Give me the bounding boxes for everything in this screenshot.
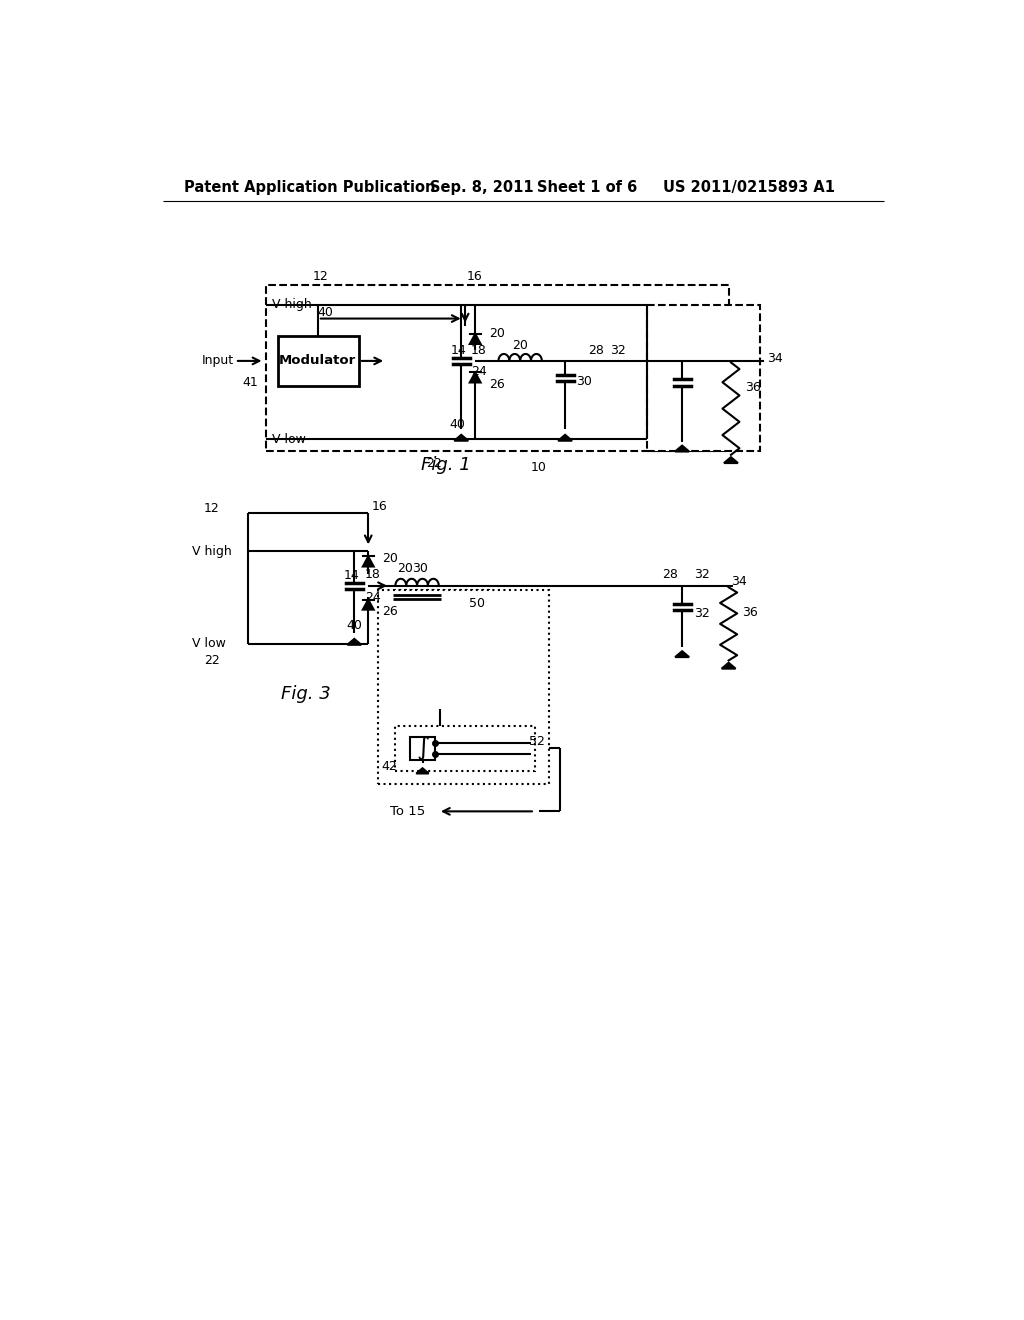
Text: 28: 28 <box>588 343 604 356</box>
Text: 40: 40 <box>450 417 465 430</box>
Text: 20: 20 <box>512 339 528 352</box>
Bar <box>410 737 435 760</box>
Polygon shape <box>675 651 689 657</box>
Text: $\int$: $\int$ <box>416 734 429 762</box>
Text: 20: 20 <box>489 327 505 341</box>
Polygon shape <box>417 768 429 774</box>
Text: 24: 24 <box>471 366 487 379</box>
Text: To 15: To 15 <box>389 805 425 818</box>
Polygon shape <box>347 639 361 644</box>
Bar <box>378 590 549 784</box>
Text: 20: 20 <box>382 552 398 565</box>
Text: 22: 22 <box>426 457 442 470</box>
Text: 32: 32 <box>693 569 710 582</box>
Polygon shape <box>722 663 735 669</box>
Polygon shape <box>724 457 738 463</box>
Polygon shape <box>362 599 374 610</box>
Polygon shape <box>470 334 480 345</box>
Bar <box>278 337 359 385</box>
Text: 52: 52 <box>528 735 545 748</box>
Text: 32: 32 <box>610 343 626 356</box>
Bar <box>266 285 729 451</box>
Polygon shape <box>558 434 572 441</box>
Bar <box>429 616 436 659</box>
Text: V low: V low <box>272 433 306 446</box>
Text: 16: 16 <box>467 269 482 282</box>
Polygon shape <box>455 434 468 441</box>
Text: V high: V high <box>193 545 232 557</box>
Text: 41: 41 <box>243 376 258 389</box>
Bar <box>394 726 535 771</box>
Text: 18: 18 <box>471 343 487 356</box>
Text: 14: 14 <box>343 569 359 582</box>
Text: 26: 26 <box>489 378 505 391</box>
Text: Modulator: Modulator <box>280 354 356 367</box>
Text: 50: 50 <box>469 597 485 610</box>
Text: Patent Application Publication: Patent Application Publication <box>183 180 435 195</box>
Text: 30: 30 <box>413 562 428 576</box>
Text: V low: V low <box>193 638 226 649</box>
Text: 18: 18 <box>365 568 381 581</box>
Text: 42: 42 <box>381 760 397 774</box>
Bar <box>406 616 423 659</box>
Polygon shape <box>362 557 374 566</box>
Text: Sheet 1 of 6: Sheet 1 of 6 <box>538 180 638 195</box>
Text: Input: Input <box>202 354 233 367</box>
Text: 10: 10 <box>530 462 547 474</box>
Text: 20: 20 <box>397 562 413 576</box>
Text: 40: 40 <box>346 619 362 632</box>
Text: 24: 24 <box>365 591 381 603</box>
Text: Sep. 8, 2011: Sep. 8, 2011 <box>430 180 534 195</box>
Text: Fig. 3: Fig. 3 <box>282 685 331 702</box>
Text: 14: 14 <box>451 343 466 356</box>
Text: 12: 12 <box>312 269 329 282</box>
Text: 36: 36 <box>744 381 761 395</box>
Text: V high: V high <box>272 298 312 312</box>
Text: US 2011/0215893 A1: US 2011/0215893 A1 <box>663 180 835 195</box>
Bar <box>647 305 760 451</box>
Text: 30: 30 <box>575 375 592 388</box>
Polygon shape <box>675 446 689 451</box>
Polygon shape <box>470 372 480 383</box>
Text: 28: 28 <box>663 569 679 582</box>
Text: 36: 36 <box>742 606 759 619</box>
Text: 32: 32 <box>693 607 710 620</box>
Text: 40: 40 <box>317 306 334 319</box>
Text: 12: 12 <box>204 502 220 515</box>
Bar <box>391 590 489 709</box>
Text: 22: 22 <box>204 653 220 667</box>
Text: 26: 26 <box>382 605 398 618</box>
Text: Fig. 1: Fig. 1 <box>421 455 471 474</box>
Text: 16: 16 <box>372 500 388 513</box>
Text: 34: 34 <box>767 352 783 366</box>
Text: 34: 34 <box>731 576 746 589</box>
